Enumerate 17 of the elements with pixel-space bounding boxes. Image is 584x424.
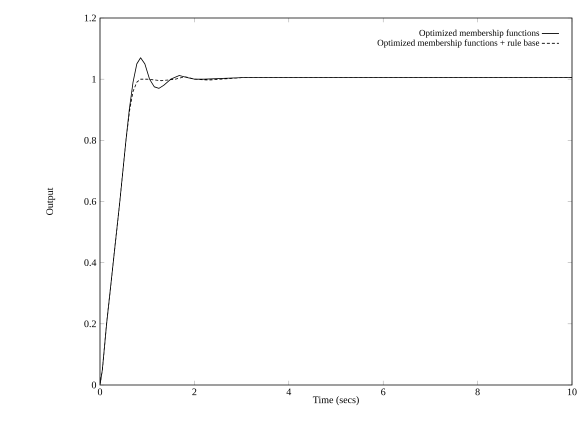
y-tick-label: 0.6 (84, 198, 96, 205)
y-tick-label: 1 (92, 76, 96, 82)
y-axis-title: Output (46, 188, 56, 215)
y-tick-label: 0.8 (84, 136, 96, 144)
x-tick-label: 10 (568, 388, 577, 396)
y-tick-label: 1.2 (84, 14, 96, 22)
y-tick-label: 0 (92, 382, 96, 388)
x-tick-label: 2 (192, 388, 196, 396)
y-tick-label: 0.4 (84, 259, 96, 266)
y-tick-label: 0.2 (84, 320, 96, 328)
x-tick-label: 6 (381, 388, 386, 396)
x-tick-label: 4 (286, 388, 292, 396)
legend-label: Optimized membership functions (419, 30, 540, 38)
x-axis-title: Time (secs) (312, 396, 359, 406)
legend-label: Optimized membership functions + rule base (378, 39, 540, 48)
x-tick-label: 0 (98, 388, 102, 396)
x-tick-label: 8 (475, 388, 480, 396)
